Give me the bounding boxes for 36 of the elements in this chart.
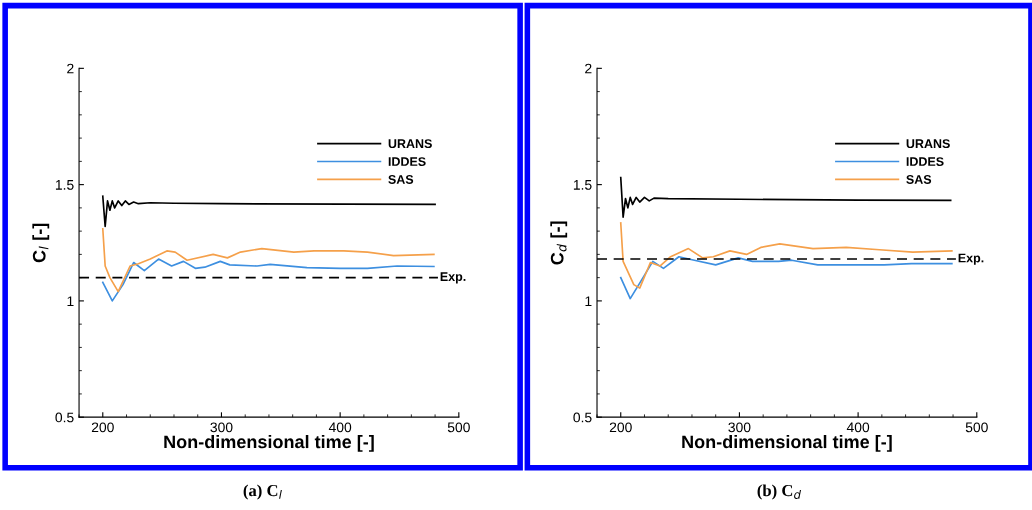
x-tick-label: 500 bbox=[447, 422, 470, 433]
ref-line-label: Exp. bbox=[440, 272, 466, 284]
y-axis-title: C$_{l}$ [-] bbox=[32, 223, 50, 263]
ref-line-label: Exp. bbox=[958, 253, 984, 265]
x-tick-label: 400 bbox=[328, 422, 352, 433]
line-series bbox=[619, 176, 952, 219]
legend-label: URANS bbox=[906, 139, 950, 149]
line-series bbox=[101, 227, 435, 293]
y-tick-label: 0.5 bbox=[55, 412, 74, 423]
x-tick-label: 500 bbox=[965, 422, 988, 433]
legend-label: IDDES bbox=[906, 157, 944, 166]
x-tick-label: 300 bbox=[728, 422, 751, 433]
y-tick-label: 2 bbox=[67, 63, 74, 74]
y-axis-title: C$_{d}$ [-] bbox=[550, 221, 568, 265]
line-series bbox=[101, 195, 436, 228]
x-axis-title: Non-dimensional time [-] bbox=[164, 434, 374, 452]
y-tick-label: 1.5 bbox=[573, 180, 592, 190]
line-series bbox=[101, 258, 435, 302]
y-tick-label: 1 bbox=[67, 296, 74, 306]
text: (a) C$_{l}$ bbox=[243, 484, 282, 500]
legend-label: IDDES bbox=[388, 157, 426, 166]
legend-label: URANS bbox=[388, 139, 432, 149]
x-axis-title: Non-dimensional time [-] bbox=[682, 434, 892, 452]
line-series bbox=[619, 255, 953, 300]
x-tick-label: 200 bbox=[91, 422, 114, 433]
legend-label: SAS bbox=[906, 175, 932, 184]
y-tick-label: 0.5 bbox=[573, 412, 592, 423]
line-series bbox=[619, 222, 953, 289]
x-tick-label: 200 bbox=[609, 422, 632, 433]
y-tick-label: 1 bbox=[585, 296, 592, 306]
text: (b) C$_{d}$ bbox=[757, 484, 802, 500]
legend-label: SAS bbox=[388, 175, 414, 184]
x-tick-label: 300 bbox=[210, 422, 233, 433]
y-tick-label: 2 bbox=[585, 63, 592, 74]
x-tick-label: 400 bbox=[846, 422, 870, 433]
y-tick-label: 1.5 bbox=[55, 180, 74, 190]
